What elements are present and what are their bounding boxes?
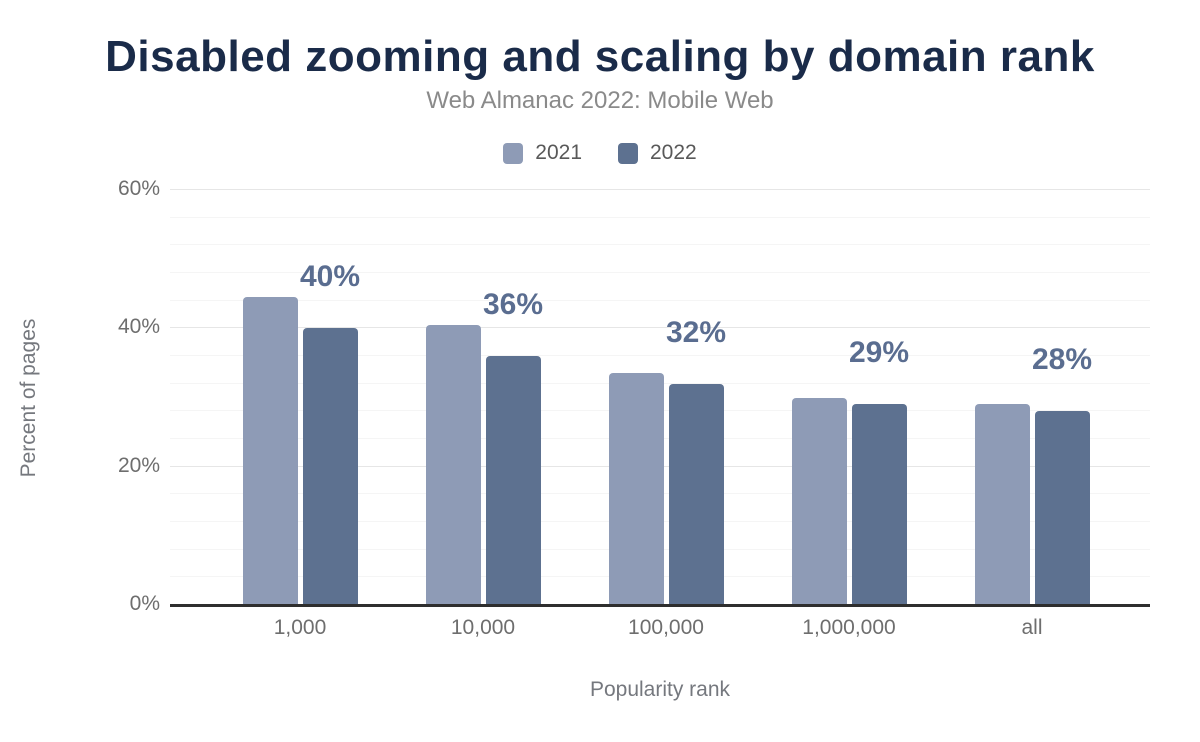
minor-gridline — [170, 244, 1150, 246]
y-tick-label: 20% — [117, 453, 160, 477]
legend-label-2022: 2022 — [650, 141, 697, 164]
x-tick-label-all: all — [1021, 616, 1043, 639]
data-label-all: 28% — [1031, 343, 1093, 377]
legend-swatch-2021 — [503, 142, 524, 164]
data-label-1000: 40% — [299, 260, 361, 294]
bar-2021-1000000[interactable] — [791, 397, 847, 605]
x-tick-label-10000: 10,000 — [450, 616, 516, 639]
plot-area: 40% 36% 32% 29% 28% — [170, 189, 1150, 607]
major-gridline — [170, 327, 1150, 329]
bar-2021-100000[interactable] — [608, 373, 664, 605]
bar-2022-1000000[interactable] — [851, 404, 907, 605]
major-gridline — [170, 189, 1150, 190]
legend: 2021 2022 — [0, 141, 1200, 165]
minor-gridline — [170, 299, 1150, 301]
x-tick-label-1000: 1,000 — [273, 616, 327, 639]
bar-2022-1000[interactable] — [302, 328, 358, 605]
bar-2021-1000[interactable] — [242, 297, 298, 605]
minor-gridline — [170, 355, 1150, 356]
legend-label-2021: 2021 — [535, 141, 582, 164]
bar-2022-10000[interactable] — [485, 356, 541, 605]
legend-item-2021: 2021 — [503, 141, 582, 165]
legend-item-2022: 2022 — [618, 141, 697, 165]
x-axis-title: Popularity rank — [589, 678, 731, 701]
x-axis-line — [170, 604, 1150, 607]
minor-gridline — [170, 272, 1150, 273]
y-tick-label: 60% — [117, 177, 160, 200]
y-tick-label: 0% — [129, 592, 160, 615]
legend-swatch-2022 — [618, 142, 638, 164]
data-label-10000: 36% — [482, 288, 544, 321]
bar-2022-all[interactable] — [1034, 411, 1090, 605]
x-tick-label-100000: 100,000 — [628, 616, 704, 639]
bar-2022-100000[interactable] — [668, 383, 724, 605]
bar-2021-10000[interactable] — [425, 324, 481, 605]
bar-2021-all[interactable] — [974, 404, 1030, 605]
y-axis-title: Percent of pages — [17, 318, 40, 478]
x-tick-label-1000000: 1,000,000 — [802, 616, 896, 639]
data-label-1000000: 29% — [848, 336, 910, 370]
chart-title: Disabled zooming and scaling by domain r… — [105, 32, 1095, 81]
y-tick-label: 40% — [117, 315, 160, 339]
data-label-100000: 32% — [665, 315, 727, 349]
chart-subtitle: Web Almanac 2022: Mobile Web — [426, 87, 774, 114]
minor-gridline — [170, 216, 1150, 218]
